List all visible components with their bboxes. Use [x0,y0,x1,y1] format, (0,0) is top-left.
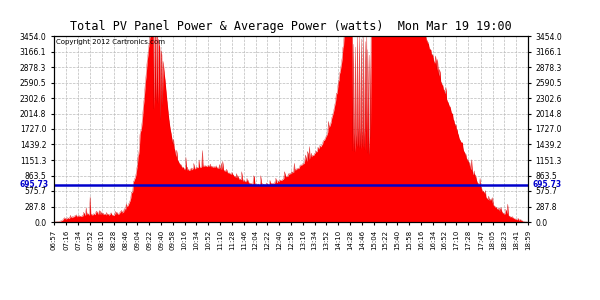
Text: 695.73: 695.73 [533,180,562,189]
Text: 695.73: 695.73 [20,180,49,189]
Title: Total PV Panel Power & Average Power (watts)  Mon Mar 19 19:00: Total PV Panel Power & Average Power (wa… [70,20,512,33]
Text: Copyright 2012 Cartronics.com: Copyright 2012 Cartronics.com [56,39,166,45]
